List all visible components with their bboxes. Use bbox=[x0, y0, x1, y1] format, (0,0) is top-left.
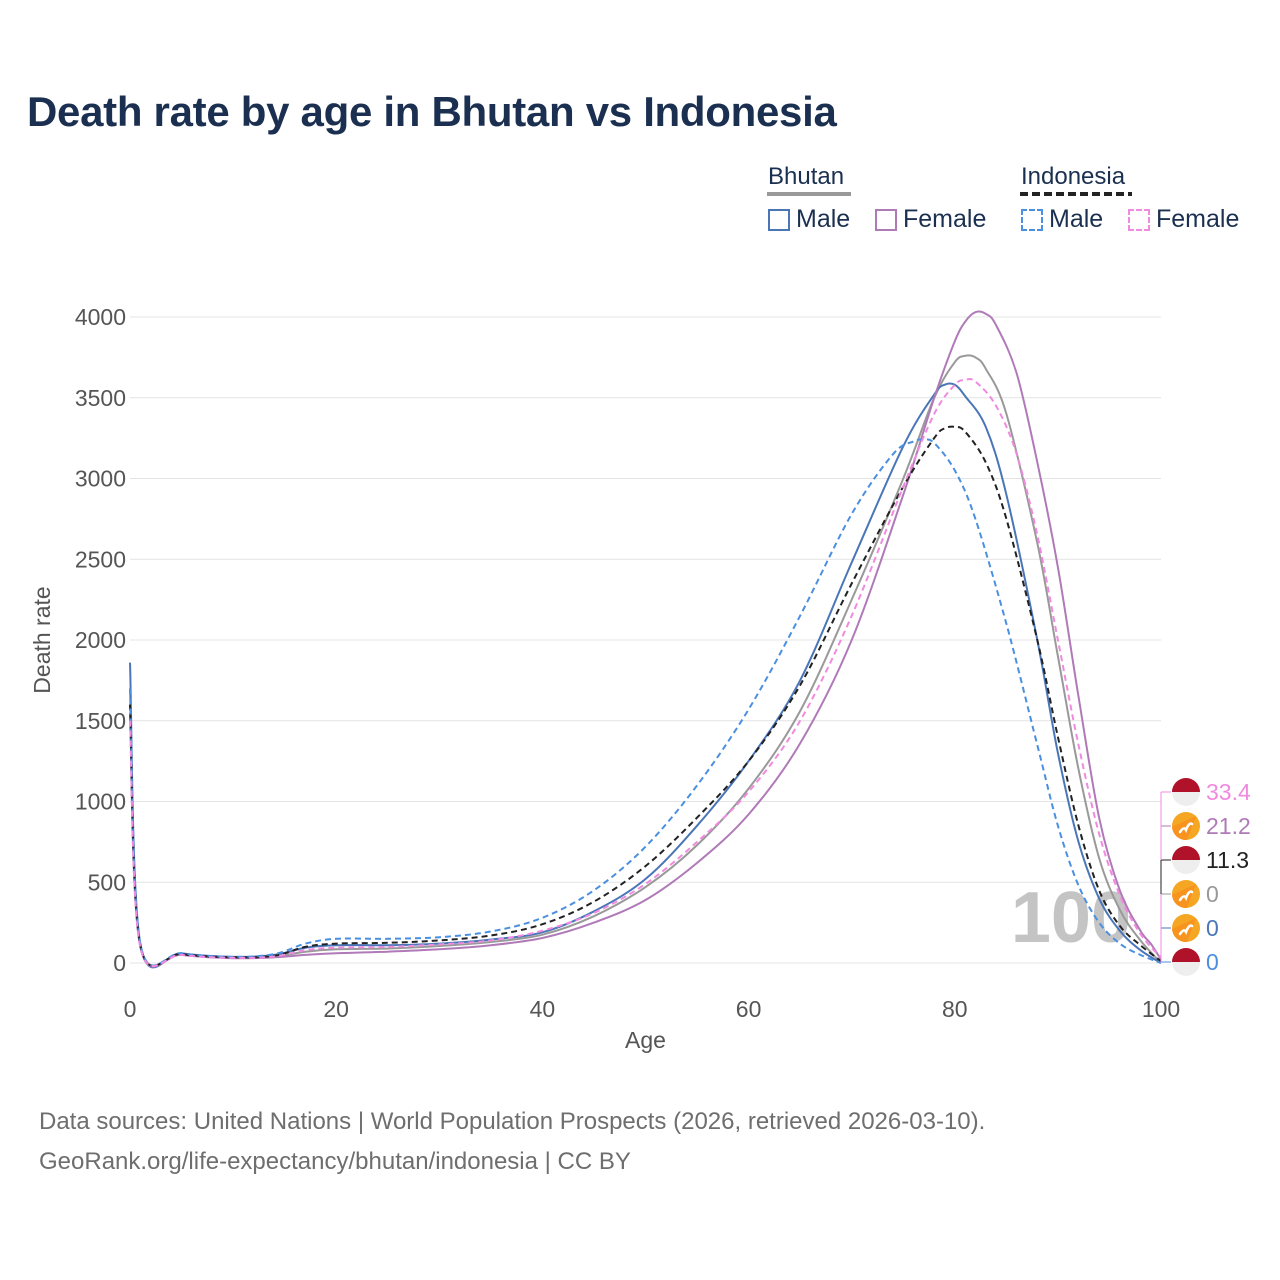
series-line-bhutan-female[interactable] bbox=[129, 310, 1162, 968]
bhutan-dragon-icon bbox=[1178, 924, 1194, 936]
x-tick-label: 0 bbox=[124, 996, 137, 1022]
legend-swatch bbox=[875, 208, 897, 231]
legend-item-bhutan-male[interactable]: Male bbox=[768, 205, 850, 234]
legend-swatch bbox=[1021, 208, 1043, 231]
legend-group-bhutan-underline bbox=[767, 192, 851, 196]
end-value-label: 33.4 bbox=[1206, 779, 1251, 805]
y-tick-label: 3000 bbox=[75, 466, 126, 492]
end-value-label: 0 bbox=[1206, 915, 1219, 941]
y-axis-label: Death rate bbox=[29, 586, 55, 693]
legend-group-indonesia-underline bbox=[1020, 192, 1132, 196]
y-tick-label: 3500 bbox=[75, 385, 126, 411]
footer-sources: Data sources: United Nations | World Pop… bbox=[39, 1108, 986, 1135]
bhutan-dragon-icon bbox=[1178, 822, 1194, 834]
y-tick-label: 1500 bbox=[75, 708, 126, 734]
x-axis-label: Age bbox=[625, 1027, 666, 1053]
y-tick-label: 1000 bbox=[75, 789, 126, 815]
series-line-bhutan-total[interactable] bbox=[129, 354, 1162, 968]
series-line-indonesia-female[interactable] bbox=[129, 377, 1162, 968]
y-tick-label: 500 bbox=[88, 869, 126, 895]
series-line-indonesia-male[interactable] bbox=[129, 438, 1162, 967]
end-value-label: 0 bbox=[1206, 881, 1219, 907]
legend-swatch bbox=[1128, 208, 1150, 231]
y-tick-label: 2000 bbox=[75, 627, 126, 653]
indonesia-flag-icon bbox=[1172, 778, 1200, 792]
y-tick-label: 0 bbox=[113, 950, 126, 976]
legend-group-indonesia[interactable]: Indonesia bbox=[1021, 163, 1126, 190]
series-line-bhutan-male[interactable] bbox=[129, 382, 1162, 969]
legend-item-label: Male bbox=[796, 205, 851, 233]
legend-item-indonesia-female[interactable]: Female bbox=[1128, 205, 1239, 234]
y-tick-label: 4000 bbox=[75, 304, 126, 330]
x-tick-label: 20 bbox=[323, 996, 349, 1022]
legend-item-bhutan-female[interactable]: Female bbox=[875, 205, 986, 234]
legend-item-indonesia-male[interactable]: Male bbox=[1021, 205, 1103, 234]
x-tick-label: 60 bbox=[736, 996, 762, 1022]
series-line-indonesia-total[interactable] bbox=[129, 425, 1162, 967]
footer-link[interactable]: GeoRank.org/life-expectancy/bhutan/indon… bbox=[39, 1148, 631, 1175]
x-tick-label: 40 bbox=[530, 996, 556, 1022]
bhutan-dragon-icon bbox=[1178, 890, 1194, 902]
end-value-label: 11.3 bbox=[1206, 847, 1249, 873]
legend-group-bhutan[interactable]: Bhutan bbox=[768, 163, 845, 190]
age-marker: 100 bbox=[1011, 878, 1131, 958]
legend-item-label: Female bbox=[903, 205, 987, 233]
legend-swatch bbox=[768, 208, 790, 231]
end-value-label: 0 bbox=[1206, 949, 1219, 975]
chart-title: Death rate by age in Bhutan vs Indonesia bbox=[27, 88, 837, 135]
legend-item-label: Male bbox=[1049, 205, 1104, 233]
x-tick-label: 80 bbox=[942, 996, 968, 1022]
y-tick-label: 2500 bbox=[75, 546, 126, 572]
indonesia-flag-icon bbox=[1172, 846, 1200, 860]
legend-item-label: Female bbox=[1156, 205, 1240, 233]
indonesia-flag-icon bbox=[1172, 948, 1200, 962]
end-value-label: 21.2 bbox=[1206, 813, 1251, 839]
x-tick-label: 100 bbox=[1142, 996, 1180, 1022]
